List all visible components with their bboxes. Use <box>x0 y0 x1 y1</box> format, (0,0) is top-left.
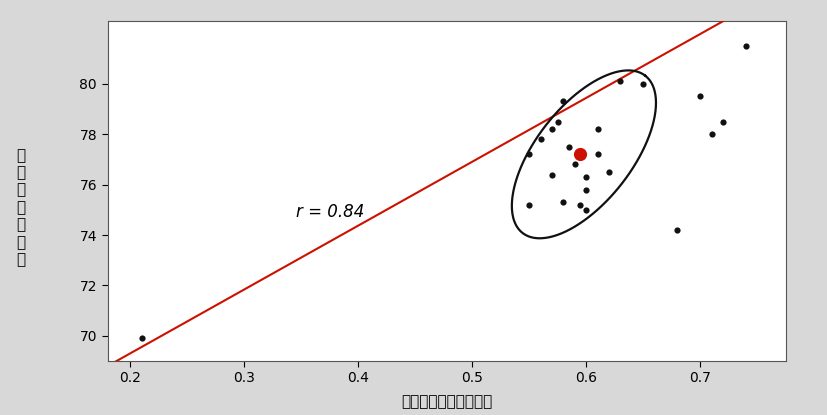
Point <box>568 161 581 168</box>
Point <box>591 151 605 158</box>
Point <box>580 207 593 213</box>
Point <box>523 201 536 208</box>
Point <box>574 201 587 208</box>
Point <box>562 144 576 150</box>
Point <box>716 118 729 125</box>
Point <box>705 131 718 137</box>
Point <box>523 151 536 158</box>
Text: r = 0.84: r = 0.84 <box>295 203 364 221</box>
Point <box>614 78 627 85</box>
Point <box>551 118 564 125</box>
Point <box>694 93 707 100</box>
Point <box>545 126 558 132</box>
Point <box>557 199 570 205</box>
Point <box>580 186 593 193</box>
Point <box>545 171 558 178</box>
Point <box>557 98 570 105</box>
Point <box>135 335 148 342</box>
Point <box>534 136 547 142</box>
Text: 平
均
理
解
度
評
価: 平 均 理 解 度 評 価 <box>16 148 26 267</box>
Point <box>580 174 593 181</box>
Point <box>591 126 605 132</box>
Point <box>739 43 753 49</box>
Point <box>637 81 650 87</box>
Point <box>602 168 615 175</box>
Point <box>671 227 684 233</box>
Point <box>574 151 587 158</box>
X-axis label: 平均トレーニング頻度: 平均トレーニング頻度 <box>401 394 492 409</box>
